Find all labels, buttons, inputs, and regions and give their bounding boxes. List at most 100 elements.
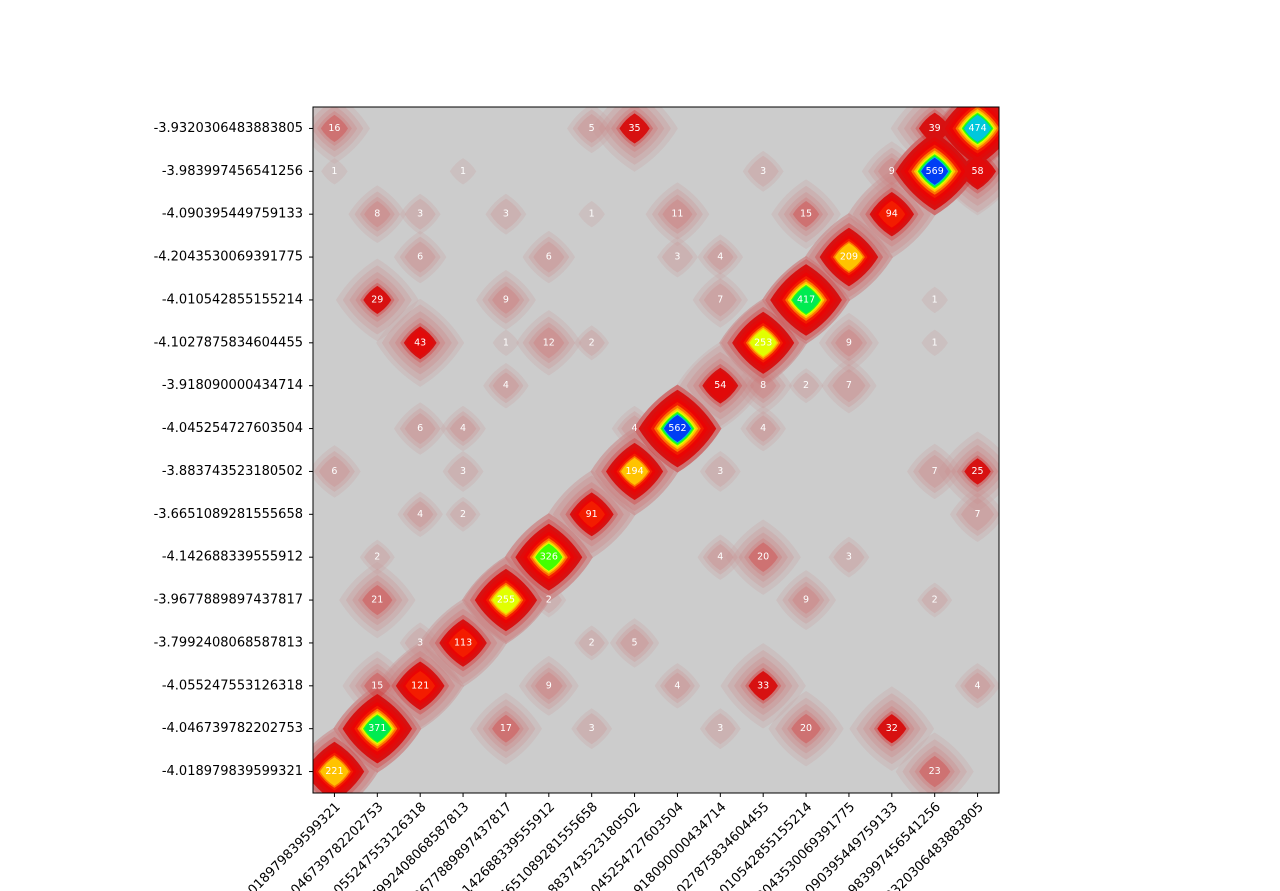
contour bbox=[404, 413, 436, 445]
cell-label: 3 bbox=[589, 723, 595, 734]
contour bbox=[792, 586, 820, 614]
contour bbox=[483, 362, 529, 409]
contour bbox=[902, 739, 967, 793]
cell-label: 2 bbox=[803, 380, 809, 391]
contour bbox=[445, 411, 481, 446]
cell-label: 15 bbox=[371, 680, 383, 691]
contour bbox=[317, 111, 352, 146]
contour bbox=[313, 107, 364, 158]
contour bbox=[781, 704, 831, 754]
y-tick-label: -4.010542855155214 bbox=[162, 292, 303, 307]
contour bbox=[406, 501, 434, 528]
cell-label: 4 bbox=[632, 423, 638, 434]
contour bbox=[707, 243, 734, 271]
cell-label: 3 bbox=[717, 723, 723, 734]
contour bbox=[339, 561, 416, 639]
contour bbox=[705, 370, 736, 401]
contour bbox=[535, 586, 563, 614]
cell-label: 29 bbox=[371, 294, 383, 305]
y-tick-label: -4.1027875834604455 bbox=[154, 335, 303, 350]
y-tick-label: -3.983997456541256 bbox=[162, 164, 303, 179]
contour bbox=[449, 415, 477, 442]
contour bbox=[449, 158, 477, 185]
contour bbox=[349, 657, 406, 715]
contour bbox=[619, 113, 650, 144]
contour bbox=[533, 327, 565, 359]
contour bbox=[919, 755, 951, 788]
contour bbox=[873, 153, 911, 190]
contour bbox=[469, 692, 542, 765]
contour bbox=[525, 662, 573, 710]
cell-label: 4 bbox=[717, 252, 723, 263]
contour bbox=[835, 328, 863, 357]
contour bbox=[949, 486, 999, 542]
contour bbox=[738, 532, 788, 582]
contour bbox=[359, 539, 395, 575]
contour bbox=[397, 491, 443, 538]
contour bbox=[488, 368, 524, 404]
contour bbox=[776, 570, 837, 631]
cell-label: 39 bbox=[929, 123, 941, 134]
contour bbox=[662, 199, 693, 230]
cell-label: 7 bbox=[717, 294, 723, 305]
contour bbox=[821, 358, 877, 414]
contour bbox=[402, 496, 438, 532]
contour bbox=[962, 155, 993, 187]
contour bbox=[699, 451, 741, 492]
contour bbox=[877, 714, 907, 744]
contour bbox=[913, 449, 957, 494]
cell-label: 32 bbox=[886, 723, 898, 734]
contour bbox=[440, 405, 486, 452]
contour bbox=[482, 705, 530, 752]
contour bbox=[748, 542, 778, 572]
cell-label: 58 bbox=[972, 166, 984, 177]
contour bbox=[833, 541, 865, 573]
contour bbox=[359, 196, 395, 232]
contour bbox=[360, 668, 395, 703]
contour bbox=[364, 715, 391, 742]
contour bbox=[704, 713, 736, 745]
contour bbox=[399, 622, 441, 664]
contour bbox=[791, 713, 821, 744]
contour bbox=[490, 198, 522, 230]
contour bbox=[698, 278, 742, 322]
cell-label: 12 bbox=[543, 337, 555, 348]
y-tick-label: -3.7992408068587813 bbox=[154, 635, 303, 650]
contour bbox=[321, 158, 348, 185]
cell-label: 2 bbox=[460, 509, 466, 520]
contour bbox=[609, 618, 660, 668]
contour bbox=[657, 236, 698, 278]
cell-label: 6 bbox=[331, 466, 337, 477]
contour bbox=[404, 627, 436, 659]
contour bbox=[399, 193, 441, 235]
cell-label: 4 bbox=[674, 680, 680, 691]
cell-label: 3 bbox=[417, 637, 423, 648]
cell-label: 5 bbox=[589, 123, 595, 134]
cell-label: 6 bbox=[417, 252, 423, 263]
cell-label: 8 bbox=[760, 380, 766, 391]
contour bbox=[577, 114, 607, 143]
contour bbox=[578, 629, 605, 657]
y-tick-label: -4.045254727603504 bbox=[162, 421, 303, 436]
heat-layer bbox=[313, 107, 999, 793]
cell-label: 3 bbox=[674, 252, 680, 263]
contour bbox=[964, 114, 992, 142]
y-tick-label: -3.9677889897437817 bbox=[154, 593, 303, 608]
cell-label: 3 bbox=[760, 166, 766, 177]
contour bbox=[961, 497, 995, 531]
cell-label: 221 bbox=[325, 766, 343, 777]
contour bbox=[399, 408, 441, 449]
cell-label: 7 bbox=[932, 466, 938, 477]
contour bbox=[516, 310, 582, 376]
y-tick-label: -4.018979839599321 bbox=[162, 764, 303, 779]
contour bbox=[534, 671, 563, 700]
contour bbox=[404, 241, 436, 273]
cell-label: 326 bbox=[540, 552, 558, 563]
cell-label: 25 bbox=[972, 466, 984, 477]
contour bbox=[651, 188, 703, 240]
contour bbox=[535, 543, 563, 571]
cell-label: 21 bbox=[371, 595, 383, 606]
contour bbox=[522, 230, 576, 284]
cell-label: 3 bbox=[503, 209, 509, 220]
contour bbox=[571, 708, 613, 750]
